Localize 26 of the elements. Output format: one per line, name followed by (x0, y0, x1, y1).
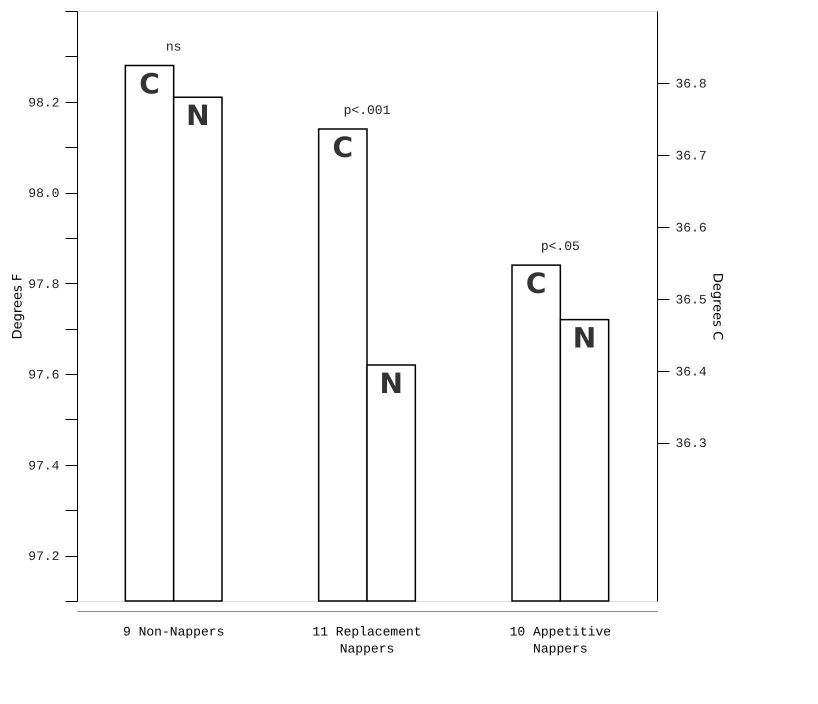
y2-tick-label: 36.8 (676, 76, 707, 92)
annotation: p<.05 (540, 239, 580, 254)
text: N (572, 322, 596, 355)
text: C (526, 267, 546, 300)
y-tick-label: 98.2 (28, 95, 60, 110)
y2-axis-title: Degrees C (710, 272, 725, 340)
annotation: p<.001 (344, 103, 391, 118)
y-axis-title: Degrees F (10, 274, 26, 340)
y2-tick-label: 36.6 (676, 220, 707, 236)
y-tick-label: 97.4 (28, 458, 60, 474)
y-tick-label: 97.2 (28, 549, 60, 564)
x-tick-label: 10 Appetitive Nappers (510, 624, 612, 656)
x-tick-label: 9 Non-Nappers (122, 624, 224, 640)
annotation: ns (166, 39, 182, 54)
y2-tick-label: 36.7 (676, 148, 707, 164)
x-tick-label: 11 Replacement Nappers (312, 624, 422, 656)
y-tick-label: 97.6 (28, 368, 60, 383)
text: N (379, 367, 403, 400)
text: C (332, 131, 354, 164)
y-tick-label: 98.0 (28, 186, 60, 202)
y-tick-label: 97.8 (28, 276, 60, 292)
series-label: N (186, 99, 210, 132)
y2-tick-label: 36.4 (676, 364, 707, 380)
y2-tick-label: 36.5 (676, 292, 707, 308)
y2-tick-label: 36.3 (676, 436, 707, 452)
series-label: C (139, 67, 160, 100)
